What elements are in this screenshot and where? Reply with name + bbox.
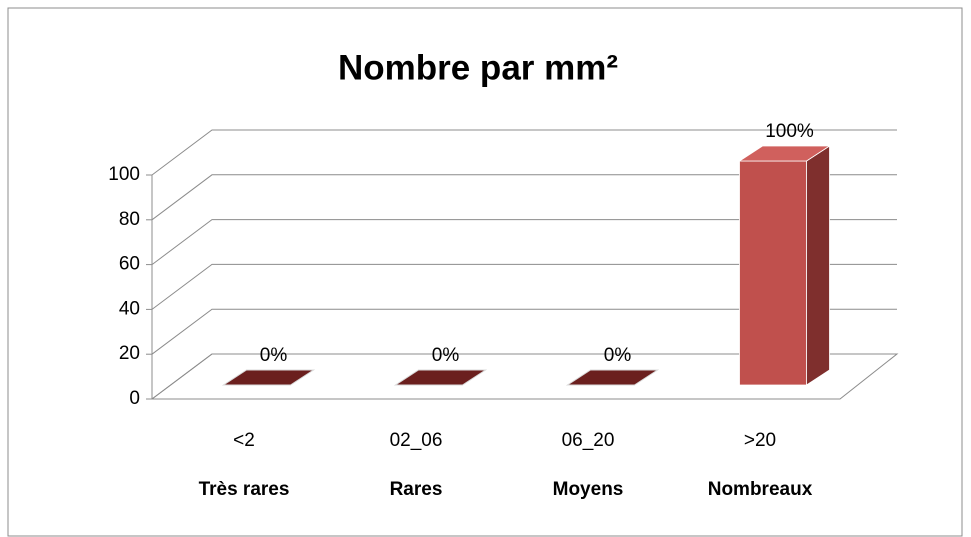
y-tick-label: 20	[119, 343, 140, 364]
data-label: 0%	[260, 345, 288, 366]
bar	[393, 369, 488, 386]
grid-line	[151, 263, 897, 310]
bar	[221, 369, 316, 386]
x-group-label: Rares	[390, 479, 443, 500]
bar-face	[738, 145, 831, 162]
bar-face	[739, 160, 807, 386]
bar	[565, 369, 660, 386]
x-tick-label: 02_06	[390, 430, 443, 451]
grid-line	[151, 174, 897, 221]
x-group-label: Très rares	[199, 479, 290, 500]
y-tick-label: 80	[119, 209, 140, 230]
y-tick-label: 40	[119, 298, 140, 319]
x-group-label: Moyens	[553, 479, 624, 500]
chart-title: Nombre par mm²	[338, 48, 618, 87]
bar-face	[806, 145, 830, 386]
y-tick-label: 60	[119, 254, 140, 275]
y-tick-label: 100	[108, 164, 140, 185]
grid-line	[151, 129, 897, 176]
x-tick-label: <2	[233, 430, 255, 451]
grid-line	[151, 353, 897, 400]
x-group-label: Nombreaux	[708, 479, 813, 500]
data-label: 100%	[765, 121, 814, 142]
data-label: 0%	[432, 345, 460, 366]
bar	[738, 145, 831, 386]
x-tick-label: 06_20	[562, 430, 615, 451]
x-tick-label: >20	[744, 430, 776, 451]
data-label: 0%	[604, 345, 632, 366]
grid-line	[151, 219, 897, 266]
grid-line	[151, 308, 897, 355]
y-tick-label: 0	[129, 388, 140, 409]
